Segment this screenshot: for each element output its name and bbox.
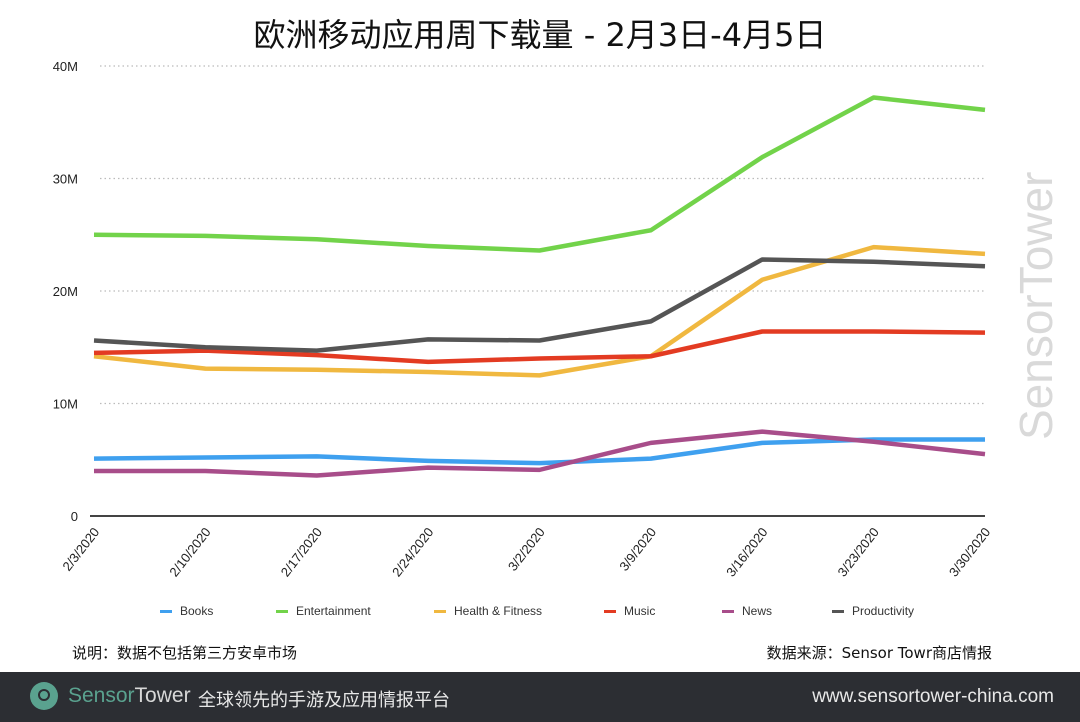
- legend-item: Health & Fitness: [434, 604, 542, 618]
- x-tick-label: 3/2/2020: [505, 525, 548, 574]
- y-tick-label: 10M: [53, 397, 78, 412]
- series-line-news: [94, 429, 986, 478]
- footer-bar: SensorTower 全球领先的手游及应用情报平台 www.sensortow…: [0, 672, 1080, 722]
- sensortower-logo-icon: [30, 682, 58, 710]
- note-left: 说明：数据不包括第三方安卓市场: [72, 644, 298, 662]
- legend-swatch: [722, 609, 734, 613]
- x-tick-label: 2/3/2020: [59, 525, 102, 574]
- legend-label: Productivity: [852, 604, 915, 618]
- legend-swatch: [276, 609, 288, 613]
- series-line-productivity: [93, 257, 986, 353]
- legend-item: Books: [160, 604, 213, 618]
- line-chart: 0 10M 20M 30M 40M 2/3/2020 2/10/2020 2/17/2020 2…: [53, 59, 994, 580]
- series-line-books: [93, 437, 985, 466]
- legend-item: Entertainment: [276, 604, 371, 618]
- x-tick-label: 2/17/2020: [278, 525, 325, 580]
- footer-brand: SensorTower: [68, 684, 191, 707]
- legend-swatch: [604, 609, 616, 613]
- series-line-entertainment: [93, 95, 986, 253]
- x-tick-label: 3/30/2020: [946, 525, 993, 580]
- legend-item: News: [722, 604, 772, 618]
- y-tick-label: 0: [71, 509, 78, 524]
- legend-swatch: [832, 609, 844, 613]
- legend-label: Books: [180, 604, 214, 618]
- x-tick-label: 2/24/2020: [389, 525, 436, 580]
- legend-label: Health & Fitness: [454, 604, 543, 618]
- svg-text:SensorTower: SensorTower: [1010, 172, 1062, 440]
- legend-label: Entertainment: [296, 604, 371, 618]
- x-tick-label: 3/23/2020: [835, 525, 882, 580]
- x-tick-label: 3/9/2020: [616, 525, 659, 574]
- y-tick-label: 20M: [53, 284, 78, 299]
- y-tick-label: 30M: [53, 172, 78, 187]
- x-tick-label: 3/16/2020: [723, 525, 770, 580]
- legend-swatch: [160, 609, 172, 613]
- legend-label: Music: [624, 604, 656, 618]
- legend-label: News: [742, 604, 773, 618]
- sensortower-watermark: SensorTower: [1010, 172, 1062, 440]
- note-right: 数据来源：Sensor Towr商店情报: [766, 644, 992, 662]
- footer-slogan: 全球领先的手游及应用情报平台: [198, 690, 450, 711]
- legend-item: Music: [604, 604, 655, 618]
- legend-item: Productivity: [832, 604, 914, 618]
- legend-swatch: [434, 609, 446, 613]
- series-line-health-fitness: [93, 244, 986, 378]
- y-tick-label: 40M: [53, 59, 78, 74]
- chart-title: 欧洲移动应用周下载量 - 2月3日-4月5日: [253, 16, 827, 54]
- x-tick-label: 2/10/2020: [166, 525, 213, 580]
- footer-url[interactable]: www.sensortower-china.com: [812, 686, 1054, 707]
